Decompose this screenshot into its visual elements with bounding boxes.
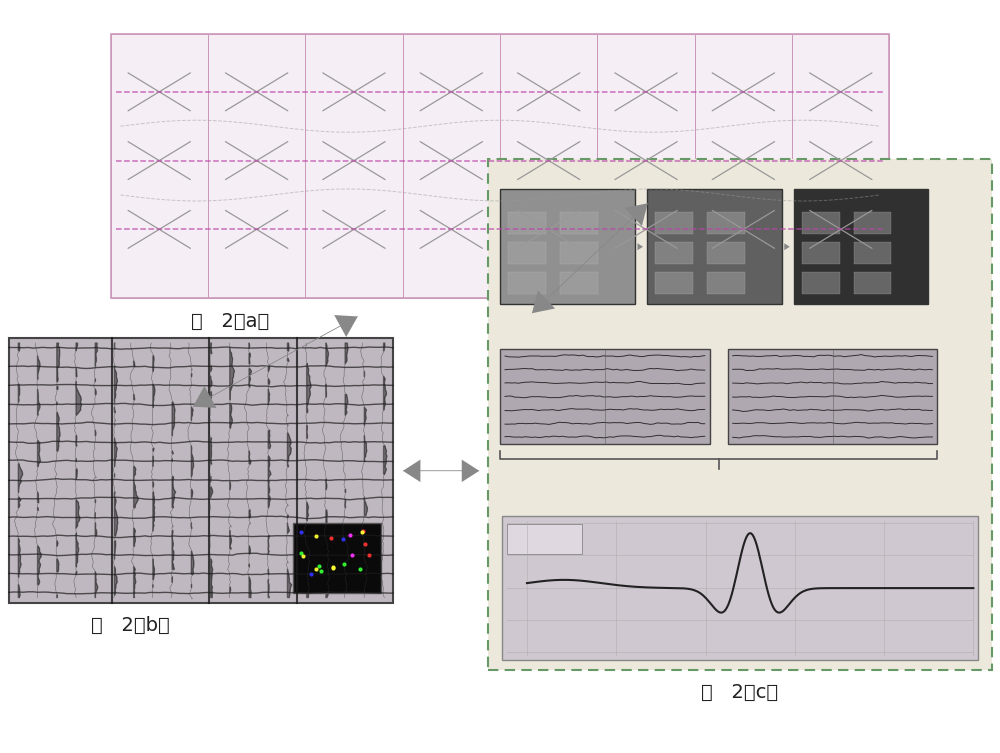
Bar	[792, 34, 889, 298]
Bar	[508, 212, 546, 234]
Bar	[500, 34, 597, 298]
Text: 图   2（b）: 图 2（b）	[91, 616, 170, 635]
Bar	[502, 516, 978, 660]
Bar	[695, 34, 792, 298]
Bar	[508, 242, 546, 264]
Bar	[854, 272, 891, 294]
Bar	[794, 189, 928, 304]
FancyArrowPatch shape	[193, 316, 358, 408]
Bar	[305, 34, 403, 298]
FancyArrowPatch shape	[532, 203, 648, 313]
FancyArrowPatch shape	[193, 315, 358, 407]
Bar	[655, 242, 693, 264]
Bar	[507, 524, 582, 553]
Bar	[655, 272, 693, 294]
Bar	[111, 34, 208, 298]
Bar	[403, 34, 500, 298]
Bar	[560, 242, 598, 264]
Bar	[597, 34, 695, 298]
Bar	[655, 212, 693, 234]
Bar	[9, 338, 393, 602]
FancyArrowPatch shape	[403, 459, 479, 482]
Bar	[854, 212, 891, 234]
FancyArrowPatch shape	[532, 203, 648, 313]
Bar	[500, 349, 710, 444]
Bar	[508, 272, 546, 294]
Bar	[707, 242, 745, 264]
Text: 图   2（a）: 图 2（a）	[191, 312, 270, 331]
Text: 图   2（c）: 图 2（c）	[701, 683, 778, 702]
Bar	[500, 189, 635, 304]
Bar	[208, 34, 305, 298]
Bar	[802, 212, 840, 234]
FancyArrowPatch shape	[784, 243, 790, 250]
FancyArrowPatch shape	[403, 459, 479, 482]
Bar	[560, 272, 598, 294]
Bar	[707, 272, 745, 294]
Bar	[802, 272, 840, 294]
Bar	[560, 212, 598, 234]
Bar	[111, 34, 889, 298]
Bar	[854, 242, 891, 264]
Bar	[728, 349, 937, 444]
Bar	[802, 242, 840, 264]
Bar	[647, 189, 782, 304]
FancyBboxPatch shape	[488, 160, 992, 670]
Bar	[707, 212, 745, 234]
FancyArrowPatch shape	[637, 243, 643, 250]
Bar	[293, 523, 381, 593]
